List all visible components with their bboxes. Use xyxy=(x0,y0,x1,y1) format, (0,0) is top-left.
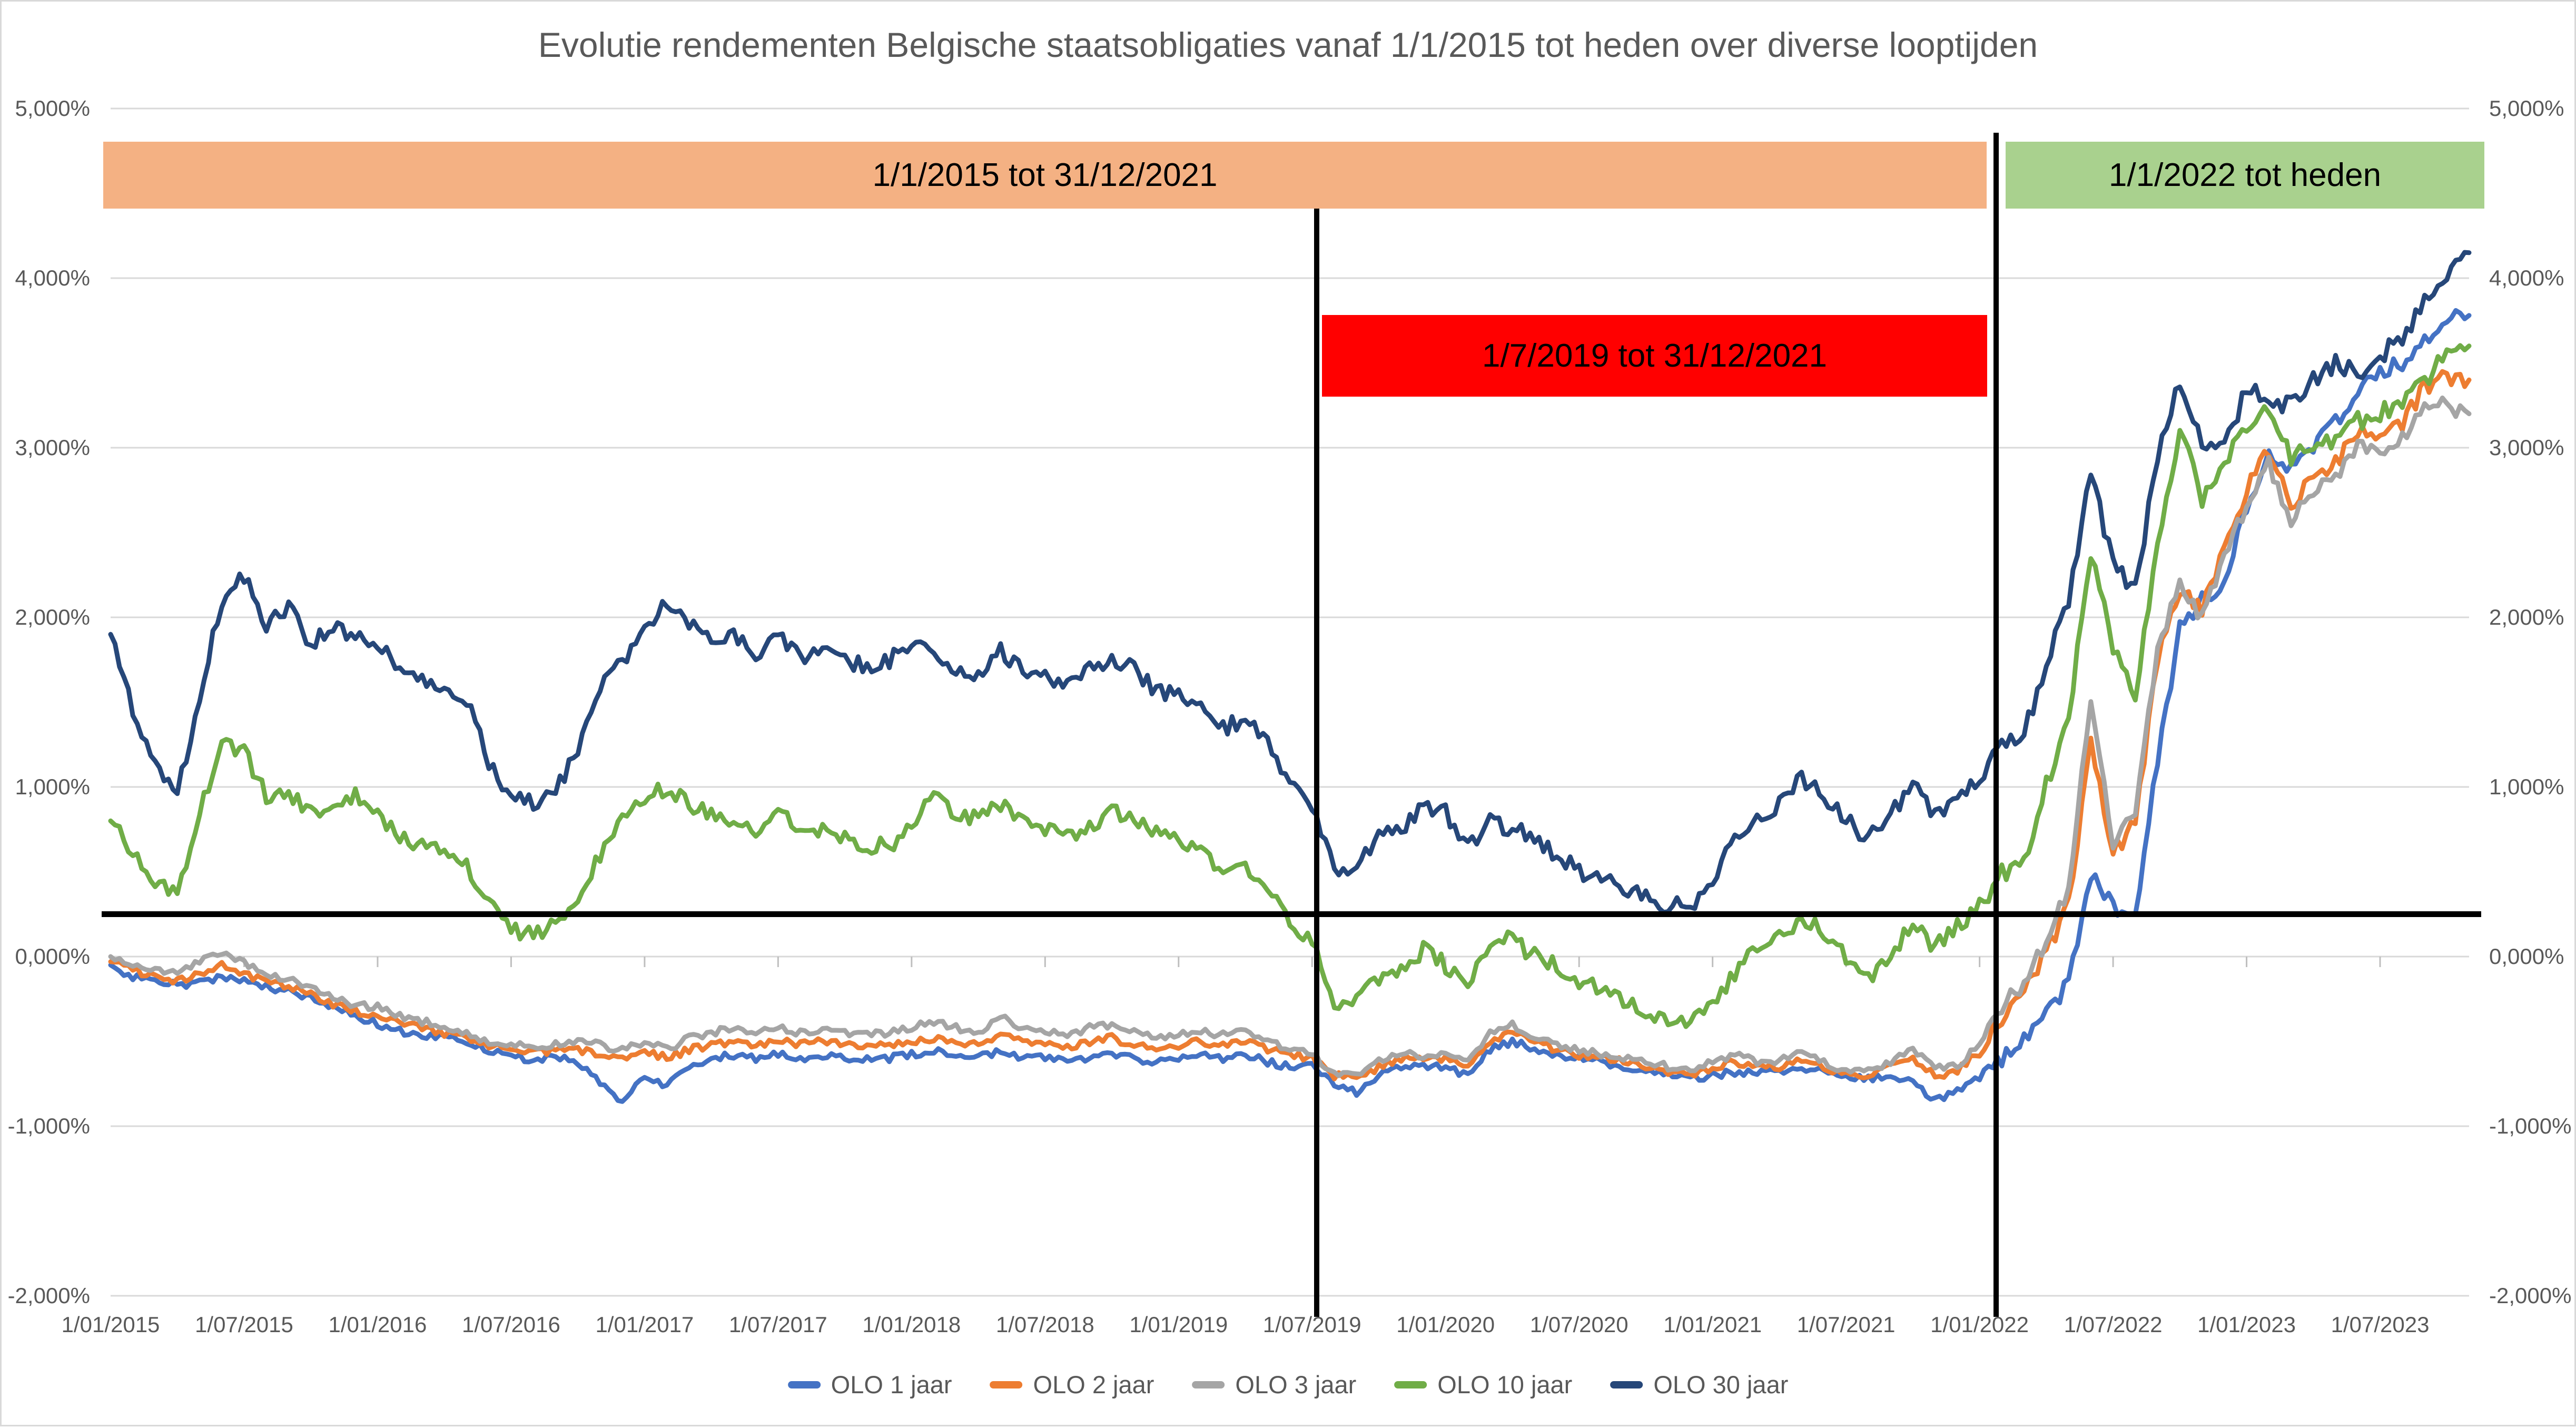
legend-item-olo-30-jaar: OLO 30 jaar xyxy=(1610,1370,1788,1399)
y-axis-label-left: -1,000% xyxy=(7,1114,90,1138)
series-line-olo-3-jaar xyxy=(108,395,2472,1078)
legend-marker-icon xyxy=(1192,1381,1225,1388)
x-axis-label: 1/01/2022 xyxy=(1930,1312,2029,1337)
y-axis-label-left: 2,000% xyxy=(15,605,90,629)
x-axis-label: 1/07/2023 xyxy=(2331,1312,2430,1337)
x-axis-label: 1/07/2021 xyxy=(1797,1312,1896,1337)
x-axis-label: 1/07/2015 xyxy=(195,1312,293,1337)
x-axis-label: 1/07/2016 xyxy=(461,1312,560,1337)
series-line-olo-1-jaar xyxy=(108,308,2472,1104)
legend-label: OLO 2 jaar xyxy=(1033,1371,1154,1399)
y-axis-label-right: 4,000% xyxy=(2489,265,2564,290)
legend-item-olo-1-jaar: OLO 1 jaar xyxy=(787,1370,952,1399)
legend-marker-icon xyxy=(787,1381,821,1388)
x-axis-label: 1/01/2019 xyxy=(1129,1312,1228,1337)
y-axis-label-right: 3,000% xyxy=(2489,435,2564,460)
x-axis-label: 1/07/2019 xyxy=(1262,1312,1361,1337)
x-axis-label: 1/07/2018 xyxy=(995,1312,1094,1337)
y-axis-label-left: 5,000% xyxy=(15,96,90,121)
y-axis-label-right: 0,000% xyxy=(2489,944,2564,969)
series-line-olo-10-jaar xyxy=(108,343,2472,1029)
y-axis-label-right: 2,000% xyxy=(2489,605,2564,629)
legend-label: OLO 30 jaar xyxy=(1653,1371,1789,1399)
y-axis-label-left: 1,000% xyxy=(15,774,90,799)
legend-label: OLO 1 jaar xyxy=(831,1371,952,1399)
x-axis-label: 1/01/2020 xyxy=(1396,1312,1495,1337)
y-axis-label-right: -2,000% xyxy=(2489,1283,2572,1308)
x-axis-label: 1/01/2023 xyxy=(2197,1312,2296,1337)
x-axis-label: 1/01/2021 xyxy=(1663,1312,1762,1337)
y-axis-label-right: 1,000% xyxy=(2489,774,2564,799)
legend-item-olo-10-jaar: OLO 10 jaar xyxy=(1394,1370,1572,1399)
legend-marker-icon xyxy=(1394,1381,1427,1388)
legend-marker-icon xyxy=(990,1381,1023,1388)
x-axis-label: 1/01/2018 xyxy=(862,1312,961,1337)
legend-label: OLO 3 jaar xyxy=(1235,1371,1357,1399)
x-axis-label: 1/01/2016 xyxy=(328,1312,427,1337)
period-box-2019-2021: 1/7/2019 tot 31/12/2021 xyxy=(1322,315,1987,397)
legend-label: OLO 10 jaar xyxy=(1437,1371,1573,1399)
y-axis-label-left: 0,000% xyxy=(15,944,90,969)
x-axis-label: 1/01/2017 xyxy=(595,1312,694,1337)
x-axis-label: 1/07/2017 xyxy=(728,1312,827,1337)
series-line-olo-2-jaar xyxy=(108,369,2472,1081)
legend-item-olo-3-jaar: OLO 3 jaar xyxy=(1192,1370,1356,1399)
series-line-olo-30-jaar xyxy=(108,250,2472,915)
x-axis-label: 1/01/2015 xyxy=(61,1312,160,1337)
period-band-2022-heden: 1/1/2022 tot heden xyxy=(2006,142,2484,209)
legend-item-olo-2-jaar: OLO 2 jaar xyxy=(990,1370,1154,1399)
y-axis-label-left: 4,000% xyxy=(15,265,90,290)
y-axis-label-left: 3,000% xyxy=(15,435,90,460)
chart-legend: OLO 1 jaar OLO 2 jaar OLO 3 jaar OLO 10 jaa… xyxy=(787,1370,1788,1399)
y-axis-label-left: -2,000% xyxy=(7,1283,90,1308)
chart-title: Evolutie rendementen Belgische staatsobl… xyxy=(538,25,2038,64)
y-axis-label-right: -1,000% xyxy=(2489,1114,2572,1138)
period-band-2015-2021: 1/1/2015 tot 31/12/2021 xyxy=(103,142,1987,209)
y-axis-label-right: 5,000% xyxy=(2489,96,2564,121)
legend-marker-icon xyxy=(1610,1381,1643,1388)
x-axis-label: 1/07/2020 xyxy=(1529,1312,1628,1337)
x-axis-label: 1/07/2022 xyxy=(2064,1312,2163,1337)
